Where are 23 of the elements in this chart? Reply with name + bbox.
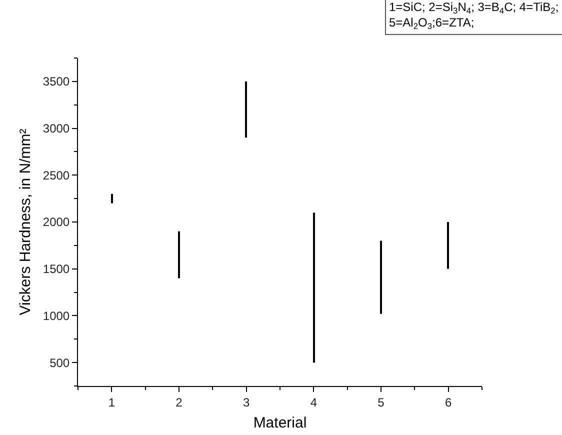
x-tick-label: 3 [242,395,250,410]
bar [313,212,315,363]
y-tick-label: 1500 [42,262,70,276]
text: 5=Al$_{2}$O$_{3}$;6=ZTA; [389,16,474,32]
y-tick-label: 3500 [42,74,70,89]
bar [111,194,113,204]
bar [447,222,449,269]
x-tick-label: 1 [108,395,116,410]
y-tick-label: 2000 [42,215,70,230]
x-tick-label: 2 [176,395,183,410]
x-tick-label: 4 [310,395,318,410]
x-tick-label: 6 [444,395,452,410]
y-tick-label: 500 [50,356,70,370]
y-axis-title: Vickers Hardness, in N/mm² [17,128,34,316]
bar [380,240,382,314]
x-axis-title: Material [253,414,307,432]
x-tick-label: 5 [378,395,385,410]
bar [245,81,247,138]
y-tick-label: 3000 [42,121,70,136]
y-tick-label: 1000 [42,308,70,323]
text: 1=SiC; 2=Si$_{3}$N$_{4}$; 3=B$_{4}$C; 4=TiB$_{2}$; [389,0,559,16]
y-tick-label: 2500 [42,168,70,182]
bar [178,231,180,278]
